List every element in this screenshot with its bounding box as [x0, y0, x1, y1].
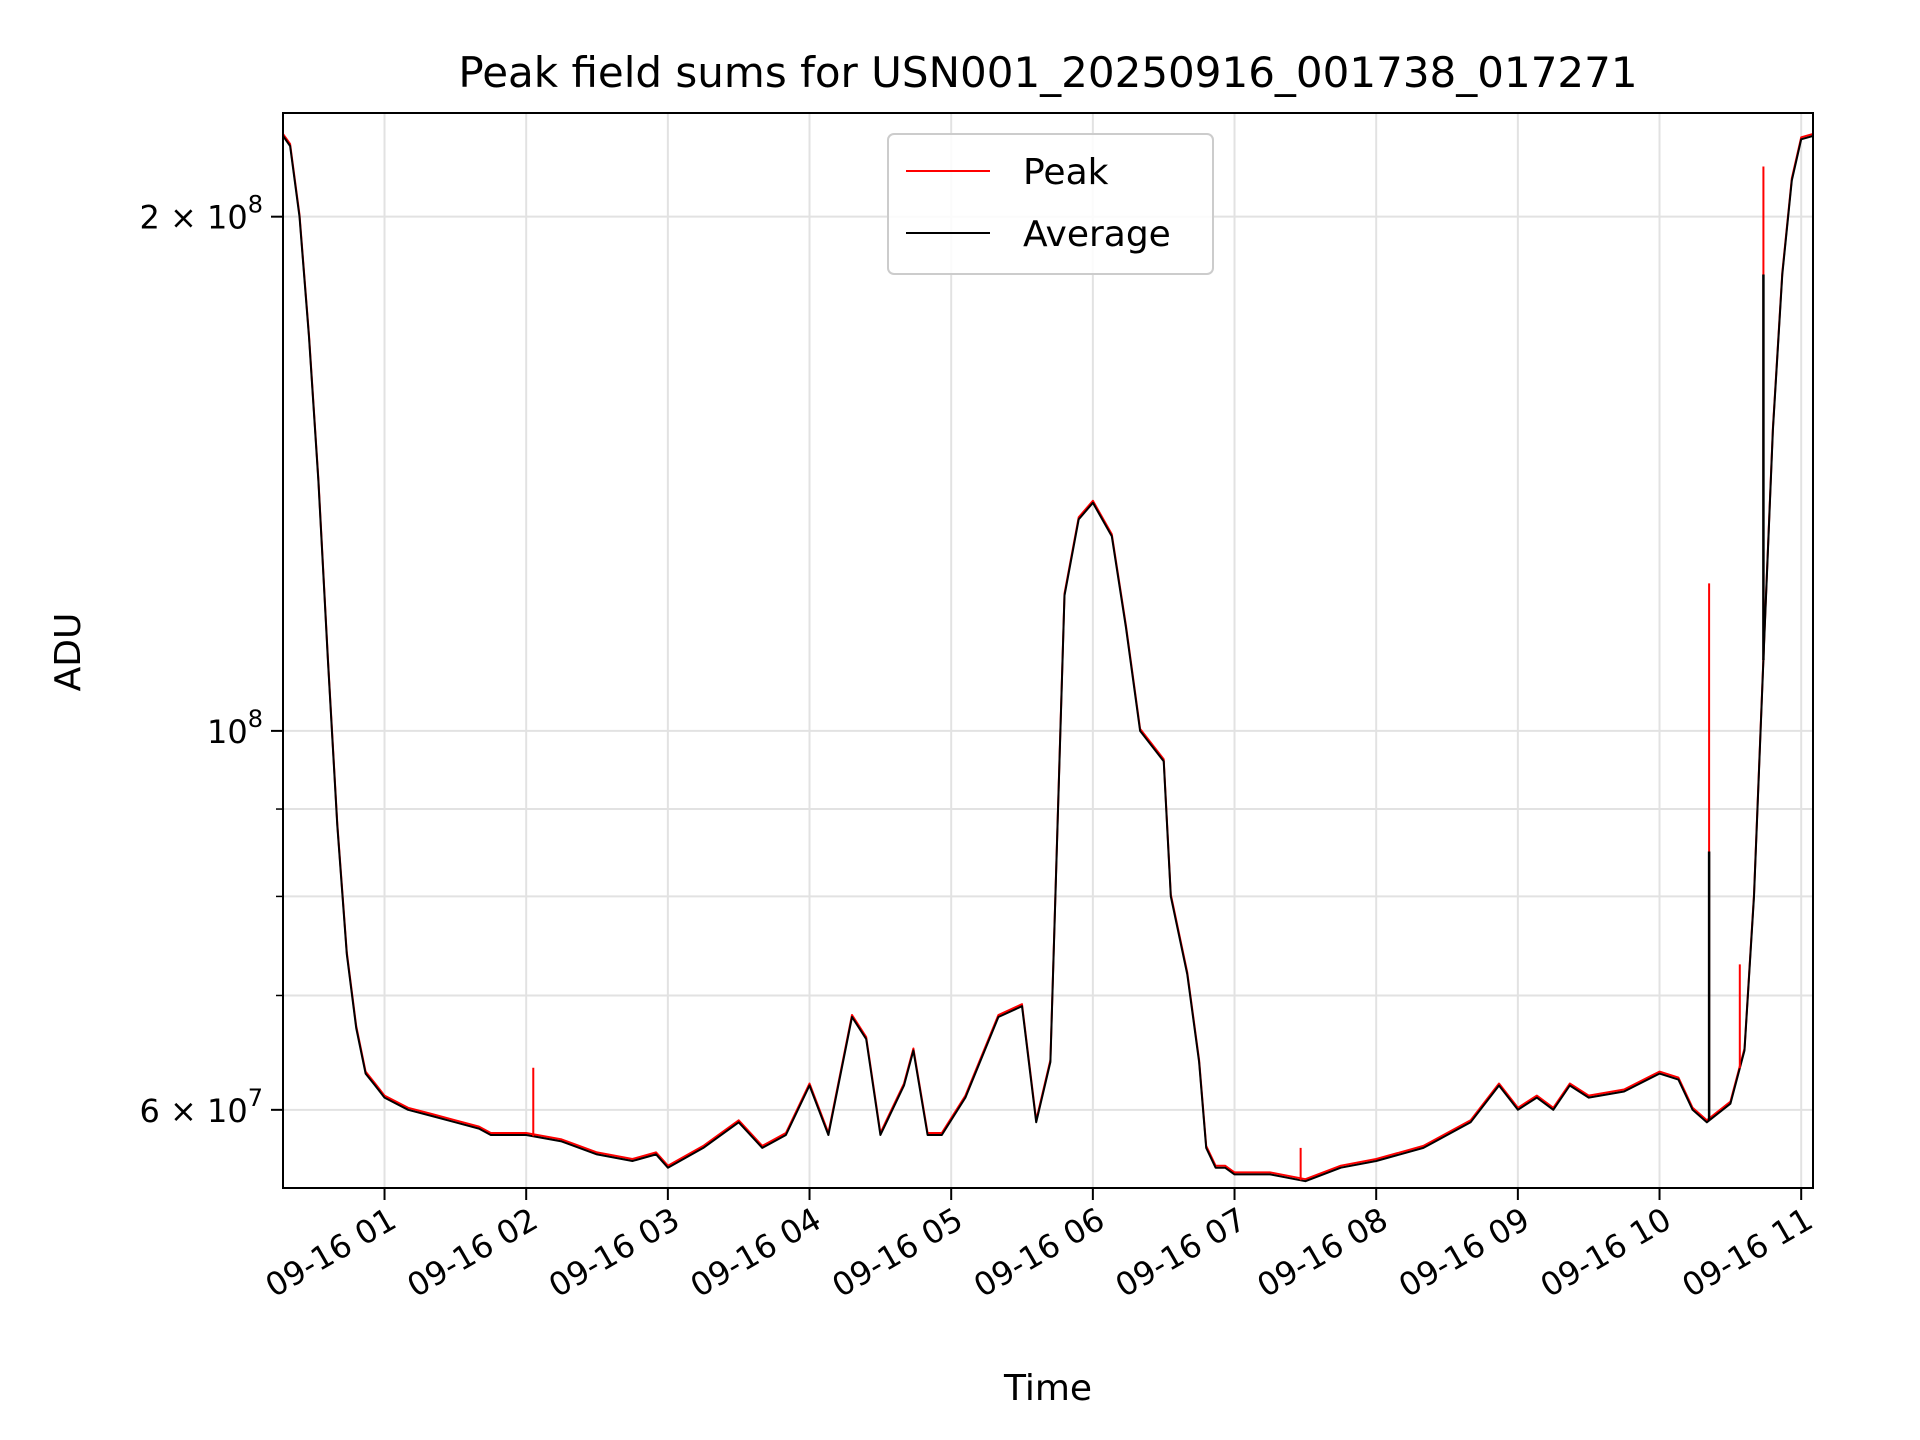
y-tick-exponent: 8: [248, 705, 263, 733]
y-tick-label: 2 × 108: [139, 191, 263, 237]
legend: Peak Average: [887, 133, 1214, 275]
legend-label-average: Average: [1023, 214, 1171, 255]
y-tick-label: 6 × 107: [139, 1084, 263, 1130]
y-tick-exponent: 8: [248, 191, 263, 219]
x-axis-label: Time: [1003, 1368, 1092, 1409]
series-average-line: [282, 134, 1814, 1183]
y-tick-label: 108: [207, 705, 263, 751]
y-tick-mantissa: 6: [139, 1092, 159, 1130]
y-axis-label: ADU: [48, 613, 89, 692]
plot-frame: [282, 112, 1814, 1189]
legend-box: [887, 133, 1214, 275]
chart-title: Peak field sums for USN001_20250916_0017…: [458, 48, 1637, 97]
y-tick-exponent: 7: [248, 1084, 263, 1112]
plot-area: [282, 132, 1814, 1183]
y-tick-mantissa: 2: [139, 199, 159, 237]
legend-label-peak: Peak: [1023, 152, 1109, 193]
